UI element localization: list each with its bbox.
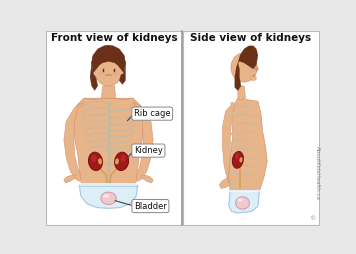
Ellipse shape <box>239 157 242 163</box>
Polygon shape <box>222 104 235 184</box>
Ellipse shape <box>115 152 129 171</box>
Polygon shape <box>101 86 115 98</box>
Ellipse shape <box>115 158 119 164</box>
Ellipse shape <box>98 71 105 76</box>
Text: Side view of kidneys: Side view of kidneys <box>190 33 312 43</box>
Text: Bladder: Bladder <box>134 201 167 211</box>
Polygon shape <box>183 31 319 225</box>
Polygon shape <box>90 55 98 90</box>
Text: AboutKidsHealth.ca: AboutKidsHealth.ca <box>315 146 320 200</box>
Polygon shape <box>235 63 241 90</box>
Polygon shape <box>229 98 267 194</box>
Ellipse shape <box>95 55 122 86</box>
Ellipse shape <box>231 122 234 125</box>
Ellipse shape <box>231 172 234 175</box>
Polygon shape <box>229 191 260 213</box>
Ellipse shape <box>231 102 234 105</box>
Ellipse shape <box>231 112 234 115</box>
Polygon shape <box>133 102 153 181</box>
Ellipse shape <box>237 198 243 202</box>
Text: Front view of kidneys: Front view of kidneys <box>51 33 177 43</box>
Polygon shape <box>238 86 246 100</box>
Polygon shape <box>255 64 259 72</box>
Ellipse shape <box>231 132 234 135</box>
Ellipse shape <box>120 154 126 162</box>
Ellipse shape <box>249 69 255 72</box>
Ellipse shape <box>232 151 244 168</box>
Ellipse shape <box>101 192 116 204</box>
Ellipse shape <box>249 63 252 66</box>
Ellipse shape <box>91 154 96 162</box>
Polygon shape <box>119 55 125 84</box>
Text: Kidney: Kidney <box>134 146 163 155</box>
Ellipse shape <box>250 76 256 81</box>
Polygon shape <box>64 102 84 181</box>
Polygon shape <box>64 175 76 183</box>
Text: ©: © <box>309 216 316 221</box>
Polygon shape <box>46 31 182 225</box>
Polygon shape <box>238 46 258 69</box>
Polygon shape <box>74 98 143 195</box>
Ellipse shape <box>98 158 102 164</box>
Text: Rib cage: Rib cage <box>134 109 171 118</box>
Polygon shape <box>91 45 125 73</box>
Ellipse shape <box>231 152 234 155</box>
Polygon shape <box>219 178 230 188</box>
Ellipse shape <box>112 71 119 76</box>
Ellipse shape <box>231 162 234 165</box>
Ellipse shape <box>88 152 103 171</box>
Polygon shape <box>79 184 138 208</box>
Ellipse shape <box>231 53 257 82</box>
Ellipse shape <box>231 182 234 185</box>
Polygon shape <box>141 175 153 183</box>
Ellipse shape <box>236 197 250 209</box>
Ellipse shape <box>231 142 234 145</box>
Ellipse shape <box>103 194 109 198</box>
Ellipse shape <box>235 153 239 160</box>
